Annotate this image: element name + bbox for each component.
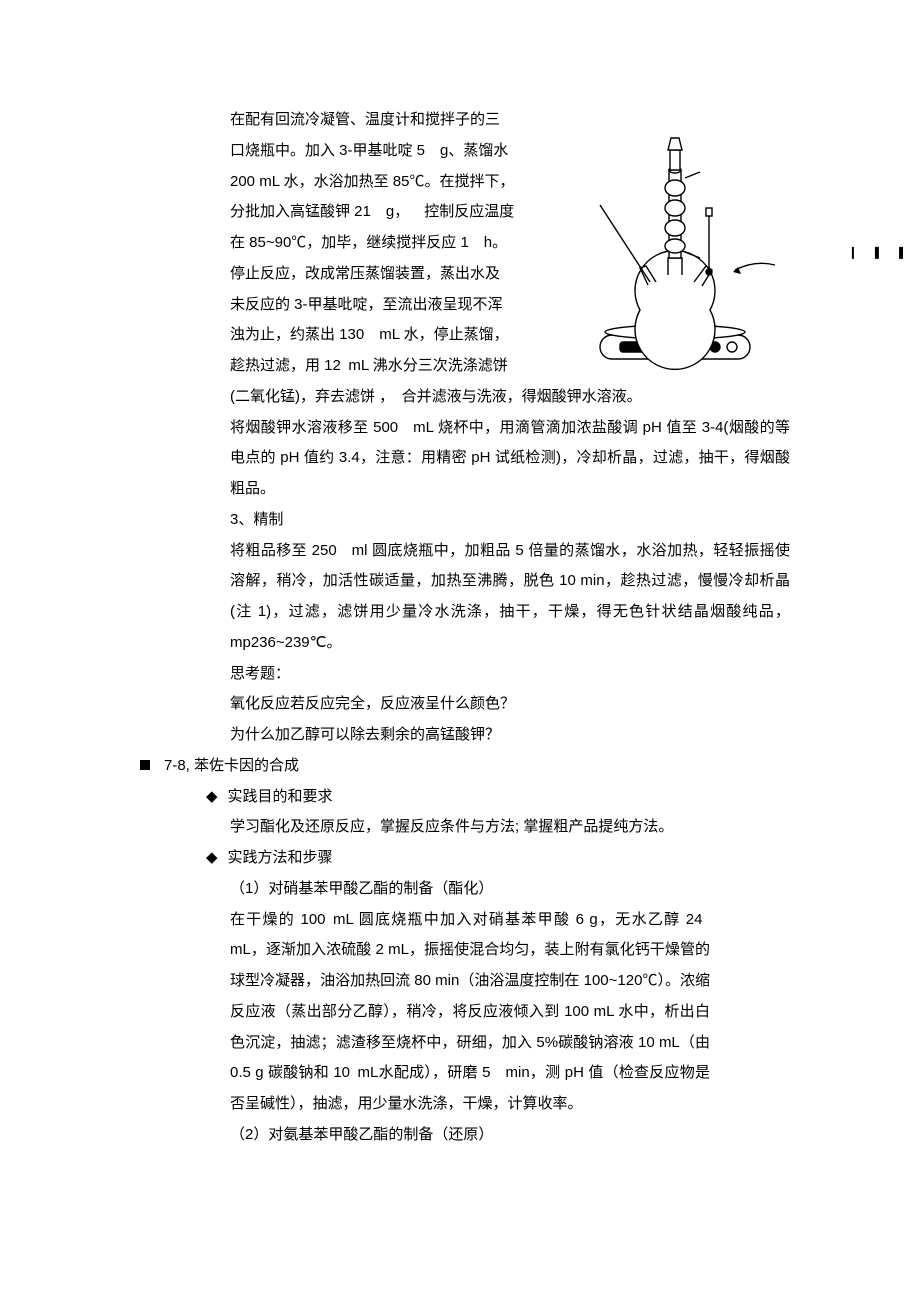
diamond-bullet-icon: ◆: [206, 843, 218, 874]
step-1-body: 在干燥的 100 mL 圆底烧瓶中加入对硝基苯甲酸 6 g，无水乙醇 24 mL…: [140, 905, 710, 1120]
step-2-title: （2）对氨基苯甲酸乙酯的制备（还原）: [140, 1120, 700, 1151]
step-1-title: （1）对硝基苯甲酸乙酯的制备（酯化）: [140, 874, 700, 905]
sub-2-heading: ◆ 实践方法和步骤: [140, 843, 780, 874]
think-q2: 为什么加乙醇可以除去剩余的高锰酸钾？: [230, 720, 790, 751]
exp-number: 7-8,: [164, 751, 190, 782]
think-q1: 氧化反应若反应完全，反应液呈什么颜色？: [230, 689, 790, 720]
margin-marks: ❙ ❚ ❚: [848, 240, 910, 265]
para-1-continued: (二氧化锰)，弃去滤饼 ， 合并滤液与洗液，得烟酸钾水溶液。: [230, 382, 790, 413]
page-content: ❙ ❚ ❚: [140, 105, 780, 1151]
apparatus-figure: [560, 110, 790, 370]
section-3-title: 3、精制: [230, 505, 790, 536]
exp-title: 苯佐卡因的合成: [194, 751, 299, 782]
sub-1-title: 实践目的和要求: [228, 782, 333, 813]
sub-1-body: 学习酯化及还原反应，掌握反应条件与方法; 掌握粗产品提纯方法。: [140, 812, 680, 843]
para-1-wrapped: 在配有回流冷凝管、温度计和搅拌子的三口烧瓶中。加入 3-甲基吡啶 5 g、蒸馏水…: [230, 105, 610, 382]
think-title: 思考题：: [230, 659, 790, 690]
square-bullet-icon: [140, 760, 150, 770]
para-3: 将粗品移至 250 ml 圆底烧瓶中，加粗品 5 倍量的蒸馏水，水浴加热，轻轻振…: [230, 536, 790, 659]
sub-1-heading: ◆ 实践目的和要求: [140, 782, 780, 813]
para-2: 将烟酸钾水溶液移至 500 mL 烧杯中，用滴管滴加浓盐酸调 pH 值至 3-4…: [230, 413, 790, 505]
sub-2-title: 实践方法和步骤: [228, 843, 333, 874]
experiment-heading: 7-8, 苯佐卡因的合成: [140, 751, 780, 782]
diamond-bullet-icon: ◆: [206, 782, 218, 813]
